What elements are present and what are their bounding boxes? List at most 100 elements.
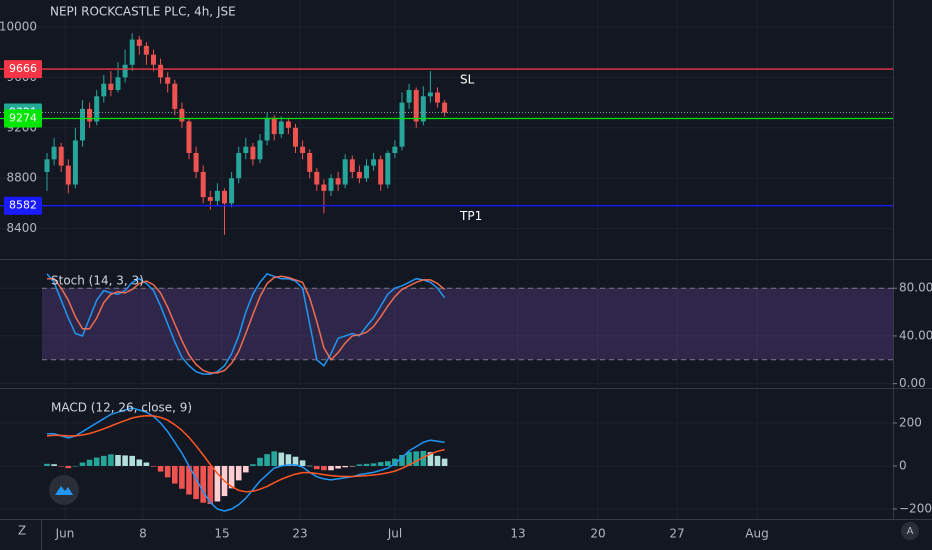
- histogram-bar: [250, 464, 256, 466]
- histogram-bar: [328, 465, 334, 471]
- stoch-title: Stoch (14, 3, 3): [51, 274, 144, 288]
- candle-body: [385, 153, 391, 185]
- candle-body: [115, 77, 121, 90]
- histogram-bar: [413, 451, 419, 466]
- histogram-bar: [157, 465, 164, 472]
- y-tick-label: 80.00: [899, 281, 932, 295]
- candle-body: [257, 140, 263, 160]
- histogram-bar: [314, 465, 320, 470]
- candle-body: [172, 83, 178, 109]
- histogram-bar: [115, 455, 121, 466]
- histogram-bar: [108, 454, 114, 466]
- histogram-bar: [200, 465, 206, 503]
- histogram-bar: [342, 465, 348, 468]
- price-level-label: 8582: [9, 199, 37, 212]
- histogram-bar: [136, 459, 143, 466]
- histogram-bar: [129, 455, 135, 466]
- histogram-bar: [150, 465, 157, 467]
- candle-body: [307, 153, 313, 172]
- histogram-bar: [406, 451, 412, 466]
- candle-body: [243, 146, 249, 154]
- candle-body: [44, 159, 50, 172]
- macd-title: MACD (12, 26, close, 9): [51, 401, 192, 415]
- candle-body: [293, 127, 298, 147]
- auto-scale-button[interactable]: [901, 522, 919, 540]
- macd-line: [47, 407, 445, 512]
- histogram-bar: [321, 465, 327, 471]
- histogram-bar: [306, 465, 313, 467]
- annotation: TP1: [459, 209, 482, 223]
- histogram-bar: [392, 458, 398, 466]
- candle-body: [371, 159, 377, 166]
- x-tick-label: Jul: [387, 527, 402, 541]
- histogram-bar: [271, 451, 277, 466]
- y-tick-label: 10000: [0, 19, 37, 33]
- histogram-bar: [228, 465, 235, 489]
- histogram-bar: [278, 452, 285, 466]
- candle-body: [406, 89, 412, 103]
- candle-body: [165, 77, 171, 84]
- histogram-bar: [385, 461, 391, 466]
- price-level-label: 9666: [9, 62, 37, 75]
- y-tick-label: 8800: [6, 171, 37, 185]
- y-tick-label: 0: [899, 458, 907, 472]
- candle-body: [399, 102, 405, 147]
- histogram-bar: [172, 465, 178, 484]
- auto-scale-label[interactable]: A: [907, 526, 914, 537]
- candle-body: [427, 92, 433, 97]
- candle-body: [335, 178, 341, 185]
- candle-body: [80, 108, 85, 141]
- candle-body: [236, 153, 242, 179]
- histogram-bar: [86, 459, 93, 466]
- candle-body: [364, 165, 369, 179]
- candle-body: [143, 45, 149, 55]
- x-tick-label: Jun: [55, 527, 75, 541]
- marks: [0, 0, 897, 519]
- candle-body: [328, 178, 334, 191]
- price-level-box: [4, 109, 42, 128]
- x-tick-label: 15: [214, 527, 229, 541]
- candle-body: [285, 121, 291, 128]
- price-level-label: 9274: [9, 111, 37, 124]
- histogram-bar: [299, 460, 306, 466]
- histogram-bar: [420, 450, 427, 466]
- histogram-bar: [44, 463, 50, 466]
- histogram-bar: [285, 454, 292, 466]
- histogram-bar: [72, 465, 79, 467]
- candle-body: [314, 171, 320, 185]
- annotation: SL: [460, 73, 475, 87]
- histogram-bar: [243, 465, 249, 473]
- histogram-bar: [164, 465, 171, 478]
- histogram-bar: [356, 464, 363, 466]
- x-tick-label: 20: [590, 527, 605, 541]
- histogram-bar: [335, 465, 341, 469]
- candle-body: [65, 165, 71, 185]
- candle-body: [413, 89, 419, 122]
- candle-body: [250, 146, 256, 160]
- toolbar-button[interactable]: Z: [18, 524, 26, 538]
- histogram-bar: [264, 454, 270, 466]
- candle-body: [179, 108, 185, 122]
- histogram-bar: [370, 463, 377, 466]
- histogram-bar: [292, 456, 299, 466]
- candle-body: [58, 146, 64, 166]
- candle-body: [72, 140, 78, 185]
- candle-body: [264, 117, 270, 141]
- candle-body: [193, 153, 199, 172]
- candle-body: [271, 117, 277, 135]
- candle-body: [356, 171, 362, 179]
- price-level-box: [4, 196, 42, 215]
- histogram-bar: [235, 465, 242, 481]
- histogram-bar: [65, 465, 72, 469]
- candle-body: [300, 146, 306, 154]
- candle-body: [151, 54, 156, 65]
- histogram-bar: [399, 455, 405, 466]
- histogram-bar: [377, 462, 384, 466]
- candle-body: [442, 102, 448, 113]
- candle-body: [435, 92, 440, 103]
- price-level-box: [4, 60, 42, 79]
- histogram-bar: [257, 457, 263, 466]
